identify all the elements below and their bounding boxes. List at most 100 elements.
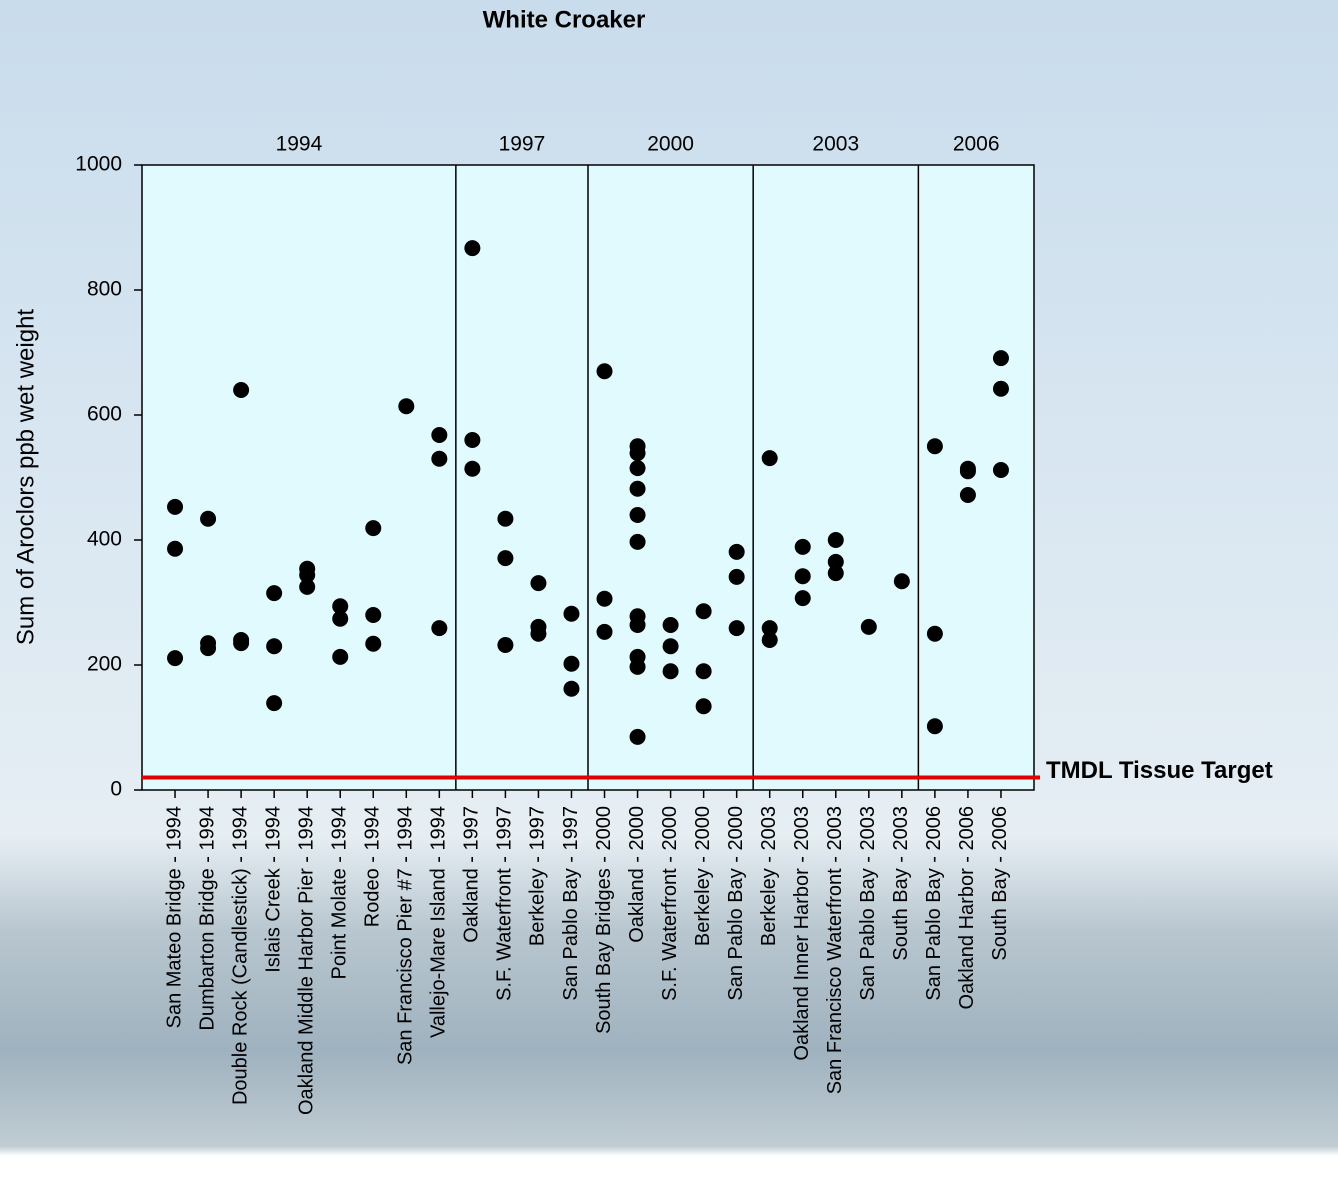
data-point	[332, 610, 349, 627]
data-point	[332, 648, 349, 665]
y-tick-label: 1000	[75, 153, 122, 176]
data-point	[629, 445, 646, 462]
group-label: 2003	[812, 133, 859, 156]
data-point	[629, 533, 646, 550]
data-point	[860, 618, 877, 635]
data-point	[761, 620, 778, 637]
x-tick-label: Berkeley - 1997	[527, 806, 549, 946]
data-point	[233, 635, 250, 652]
data-point	[431, 620, 448, 637]
x-tick-label: San Pablo Bay - 1997	[560, 806, 582, 1001]
data-point	[530, 625, 547, 642]
data-point	[926, 718, 943, 735]
data-point	[629, 507, 646, 523]
data-point	[629, 460, 646, 477]
y-tick-label: 800	[87, 278, 122, 301]
data-point	[365, 635, 382, 652]
data-point	[167, 540, 184, 557]
data-point	[695, 603, 712, 620]
y-axis-label: Sum of Aroclors ppb wet weight	[12, 309, 39, 645]
data-point	[299, 567, 316, 583]
x-tick-label: S.F. Waterfront - 2000	[659, 806, 681, 1001]
data-point	[662, 663, 679, 680]
group-label: 2000	[647, 133, 694, 156]
x-tick-label: San Francisco Pier #7 - 1994	[395, 806, 417, 1065]
data-point	[266, 585, 283, 602]
data-point	[629, 728, 646, 745]
data-point	[629, 480, 646, 497]
data-point	[299, 578, 316, 595]
data-point	[431, 427, 448, 443]
data-point	[563, 680, 580, 697]
x-tick-label: Islais Creek - 1994	[262, 806, 284, 973]
data-point	[200, 510, 217, 527]
data-point	[662, 617, 679, 633]
data-point	[266, 638, 283, 655]
data-point	[926, 625, 943, 642]
data-point	[167, 498, 184, 515]
data-point	[530, 575, 547, 592]
data-point	[596, 623, 613, 640]
group-label: 1994	[276, 133, 323, 156]
data-point	[563, 655, 580, 672]
data-point	[464, 460, 481, 477]
data-point	[233, 382, 250, 398]
data-point	[893, 573, 910, 590]
x-tick-label: Dumbarton Bridge - 1994	[196, 806, 218, 1031]
data-point	[959, 487, 976, 503]
data-point	[794, 568, 811, 585]
x-tick-label: Oakland Inner Harbor - 2003	[791, 806, 813, 1061]
x-tick-label: Rodeo - 1994	[362, 806, 384, 927]
data-point	[200, 640, 217, 657]
x-tick-label: Oakland - 1997	[461, 806, 483, 943]
chart-title: White Croaker	[483, 6, 646, 33]
x-tick-label: San Pablo Bay - 2003	[857, 806, 879, 1001]
data-point	[398, 398, 415, 415]
data-point	[794, 590, 811, 607]
data-point	[662, 638, 679, 655]
y-tick-label: 200	[87, 653, 122, 676]
data-point	[992, 350, 1009, 367]
reference-label: TMDL Tissue Target	[1046, 757, 1273, 784]
data-point	[167, 650, 184, 667]
data-point	[728, 620, 745, 637]
x-tick-label: Berkeley - 2000	[692, 806, 714, 946]
x-tick-label: San Mateo Bridge - 1994	[163, 806, 185, 1028]
x-tick-label: Oakland Harbor - 2006	[956, 806, 978, 1009]
data-point	[761, 632, 778, 648]
data-point	[629, 658, 646, 675]
data-point	[464, 432, 481, 448]
data-point	[596, 590, 613, 607]
data-point	[695, 698, 712, 715]
x-tick-label: South Bay - 2006	[989, 806, 1011, 961]
group-label: 1997	[499, 133, 546, 156]
y-tick-label: 600	[87, 403, 122, 426]
data-point	[332, 598, 349, 615]
data-point	[728, 543, 745, 560]
x-tick-label: Berkeley - 2003	[758, 806, 780, 946]
data-point	[827, 532, 844, 548]
data-point	[827, 553, 844, 570]
data-point	[728, 568, 745, 585]
data-point	[629, 617, 646, 633]
x-tick-label: South Bay Bridges - 2000	[593, 806, 615, 1034]
x-tick-label: Double Rock (Candlestick) - 1994	[229, 806, 251, 1105]
x-tick-label: San Pablo Bay - 2000	[725, 806, 747, 1001]
data-point	[464, 240, 481, 257]
data-point	[431, 450, 448, 467]
data-point	[365, 520, 382, 537]
data-point	[497, 510, 514, 527]
data-point	[497, 637, 514, 653]
x-tick-label: San Francisco Waterfront - 2003	[824, 806, 846, 1094]
data-point	[266, 695, 283, 712]
data-point	[497, 550, 514, 567]
x-tick-label: Vallejo-Mare Island - 1994	[428, 806, 450, 1038]
data-point	[926, 438, 943, 455]
x-tick-label: S.F. Waterfront - 1997	[494, 806, 516, 1001]
y-tick-label: 400	[87, 528, 122, 551]
data-point	[992, 462, 1009, 478]
x-tick-label: Oakland - 2000	[626, 806, 648, 943]
data-point	[695, 663, 712, 680]
x-tick-label: Oakland Middle Harbor Pier - 1994	[295, 806, 317, 1115]
